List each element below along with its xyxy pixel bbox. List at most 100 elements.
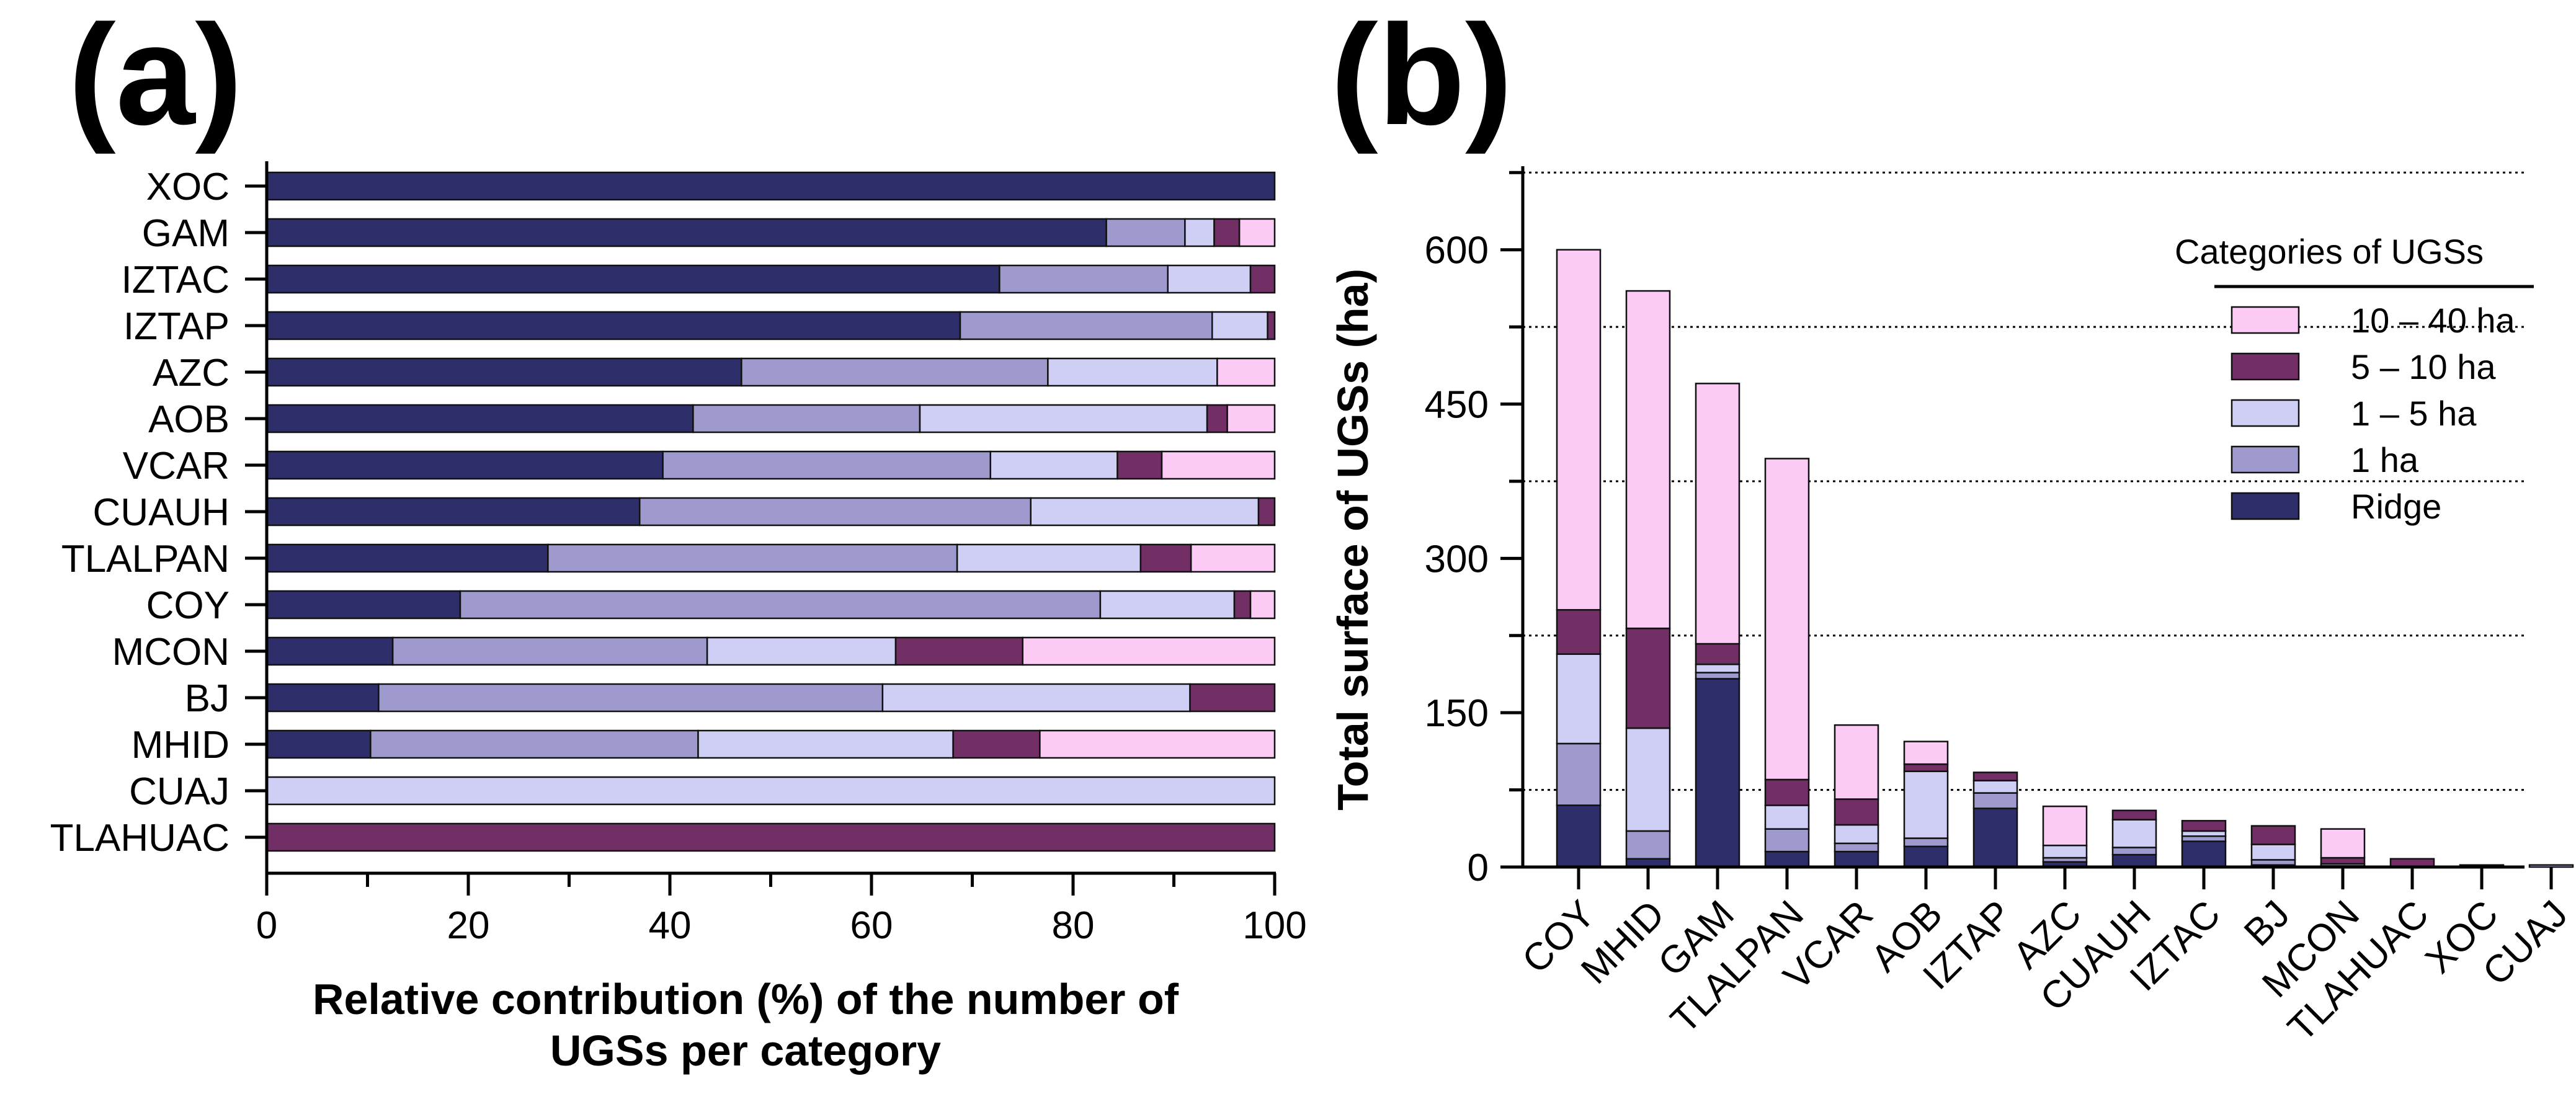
legend-label-1-5-ha: 1 – 5 ha bbox=[2351, 394, 2477, 433]
bar-b-cuauh-1-ha bbox=[2111, 847, 2157, 856]
bar-a-iztac-1-ha bbox=[999, 264, 1169, 294]
bar-a-azc-1-5-ha bbox=[1047, 357, 1218, 387]
panel-b-ylabel: Total surface of UGSs (ha) bbox=[1329, 269, 1377, 811]
tick-label-a-vcar: VCAR bbox=[123, 445, 230, 487]
bar-b-mhid-1-5-ha bbox=[1625, 727, 1671, 832]
bar-a-coy-10-40-ha bbox=[1249, 590, 1276, 620]
bar-a-cuauh-1-ha bbox=[639, 497, 1032, 527]
bar-b-coy-ridge bbox=[1556, 804, 1602, 868]
bar-a-iztac-5-10-ha bbox=[1249, 264, 1276, 294]
bar-b-gam-1-5-ha bbox=[1695, 663, 1740, 674]
bar-a-gam-ridge bbox=[265, 218, 1107, 247]
bar-b-gam-1-ha bbox=[1695, 672, 1740, 680]
bar-a-coy-5-10-ha bbox=[1233, 590, 1252, 620]
bar-b-iztap-5-10-ha bbox=[1972, 772, 2018, 781]
bar-a-bj-5-10-ha bbox=[1189, 683, 1276, 713]
bar-b-mhid-10-40-ha bbox=[1625, 290, 1671, 629]
bar-a-mhid-10-40-ha bbox=[1039, 729, 1276, 759]
panel-a-label: (a) bbox=[68, 0, 243, 154]
bar-b-vcar-5-10-ha bbox=[1834, 798, 1879, 826]
bar-b-aob-5-10-ha bbox=[1903, 763, 1949, 772]
bar-a-vcar-10-40-ha bbox=[1161, 450, 1276, 480]
bar-a-aob-ridge bbox=[265, 404, 694, 434]
bar-a-tlalpan-ridge bbox=[265, 543, 549, 573]
legend-swatch-1-5-ha bbox=[2231, 399, 2300, 427]
bar-a-mcon-10-40-ha bbox=[1022, 636, 1276, 666]
bar-b-mcon-5-10-ha bbox=[2320, 856, 2366, 865]
bar-a-aob-1-ha bbox=[692, 404, 921, 434]
bar-a-tlalpan-1-5-ha bbox=[956, 543, 1142, 573]
tick-label-b-y-0: 0 bbox=[1468, 847, 1489, 889]
bar-a-aob-5-10-ha bbox=[1206, 404, 1228, 434]
bar-b-vcar-ridge bbox=[1834, 850, 1879, 868]
tick-label-a-azc: AZC bbox=[153, 352, 230, 394]
bar-a-cuaj-1-5-ha bbox=[265, 776, 1276, 806]
bar-a-cuauh-5-10-ha bbox=[1257, 497, 1276, 527]
bar-a-cuauh-1-5-ha bbox=[1030, 497, 1260, 527]
bar-a-gam-5-10-ha bbox=[1213, 218, 1241, 247]
bar-a-azc-ridge bbox=[265, 357, 742, 387]
bar-b-aob-10-40-ha bbox=[1903, 741, 1949, 765]
bar-a-mhid-5-10-ha bbox=[952, 729, 1041, 759]
bar-a-aob-10-40-ha bbox=[1226, 404, 1276, 434]
legend-label-5-10-ha: 5 – 10 ha bbox=[2351, 347, 2496, 386]
bar-b-iztap-1-5-ha bbox=[1972, 780, 2018, 794]
bar-b-bj-5-10-ha bbox=[2250, 825, 2296, 845]
bar-b-tlalpan-5-10-ha bbox=[1764, 778, 1810, 806]
bar-a-tlalpan-10-40-ha bbox=[1190, 543, 1276, 573]
bar-b-tlalpan-10-40-ha bbox=[1764, 458, 1810, 781]
bar-b-iztac-5-10-ha bbox=[2181, 820, 2227, 832]
bar-b-aob-ridge bbox=[1903, 845, 1949, 868]
bar-b-iztac-ridge bbox=[2181, 840, 2227, 868]
tick-label-a-gam: GAM bbox=[142, 212, 230, 255]
bar-b-azc-10-40-ha bbox=[2042, 805, 2088, 847]
bar-b-cuaj-1-5-ha bbox=[2528, 864, 2574, 868]
tick-label-a-cuaj: CUAJ bbox=[129, 770, 230, 813]
tick-label-a-x-0: 0 bbox=[256, 904, 277, 947]
bar-b-aob-1-5-ha bbox=[1903, 770, 1949, 839]
bar-b-vcar-1-ha bbox=[1834, 842, 1879, 853]
bar-a-vcar-1-5-ha bbox=[989, 450, 1118, 480]
tick-label-a-mhid: MHID bbox=[131, 724, 230, 767]
bar-a-mcon-5-10-ha bbox=[894, 636, 1023, 666]
tick-label-a-x-100: 100 bbox=[1242, 904, 1306, 947]
bar-a-tlalpan-1-ha bbox=[547, 543, 958, 573]
bar-b-gam-5-10-ha bbox=[1695, 643, 1740, 665]
legend-label-10-40-ha: 10 – 40 ha bbox=[2351, 301, 2516, 340]
bar-b-iztap-1-ha bbox=[1972, 792, 2018, 809]
tick-label-a-tlahuac: TLAHUAC bbox=[50, 817, 230, 860]
bar-b-mcon-10-40-ha bbox=[2320, 828, 2366, 859]
legend-swatch-1-ha bbox=[2231, 445, 2300, 474]
bar-a-gam-10-40-ha bbox=[1238, 218, 1276, 247]
bar-a-azc-1-ha bbox=[741, 357, 1049, 387]
panel-a-xlabel-line1: Relative contribution (%) of the number … bbox=[313, 975, 1179, 1023]
bar-a-xoc-ridge bbox=[265, 171, 1276, 201]
bar-b-vcar-10-40-ha bbox=[1834, 724, 1879, 800]
bar-a-coy-1-ha bbox=[459, 590, 1102, 620]
legend-swatch-ridge bbox=[2231, 492, 2300, 520]
bar-b-mhid-5-10-ha bbox=[1625, 627, 1671, 729]
bar-b-iztap-ridge bbox=[1972, 807, 2018, 868]
bar-a-bj-1-5-ha bbox=[881, 683, 1191, 713]
tick-label-a-x-20: 20 bbox=[447, 904, 490, 947]
bar-a-aob-1-5-ha bbox=[919, 404, 1208, 434]
tick-label-a-cuauh: CUAUH bbox=[93, 491, 230, 534]
bar-a-iztap-ridge bbox=[265, 311, 961, 340]
bar-a-vcar-1-ha bbox=[662, 450, 991, 480]
panel-a: (a) XOCGAMIZTACIZTAPAZCAOBVCARCUAUHTLALP… bbox=[50, 0, 1307, 1075]
tick-label-a-x-80: 80 bbox=[1052, 904, 1095, 947]
tick-label-b-y-450: 450 bbox=[1425, 384, 1489, 427]
bar-a-iztap-1-5-ha bbox=[1211, 311, 1268, 340]
tick-label-a-iztac: IZTAC bbox=[122, 259, 230, 301]
bar-a-tlalpan-5-10-ha bbox=[1139, 543, 1192, 573]
legend-title: Categories of UGSs bbox=[2175, 232, 2484, 271]
bar-a-iztac-ridge bbox=[265, 264, 1001, 294]
bar-a-coy-ridge bbox=[265, 590, 461, 620]
legend-swatch-5-10-ha bbox=[2231, 352, 2300, 381]
bar-b-mhid-1-ha bbox=[1625, 830, 1671, 860]
bar-a-bj-1-ha bbox=[378, 683, 884, 713]
panel-a-xlabel-line2: UGSs per category bbox=[550, 1026, 941, 1075]
tick-label-a-iztap: IZTAP bbox=[123, 305, 230, 348]
bar-b-aob-1-ha bbox=[1903, 837, 1949, 848]
